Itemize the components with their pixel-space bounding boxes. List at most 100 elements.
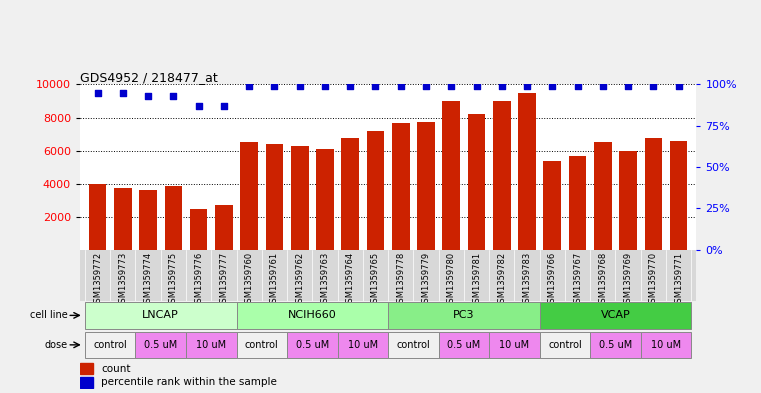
Text: 0.5 uM: 0.5 uM (144, 340, 177, 350)
Bar (540, 332, 591, 358)
Bar (540, 302, 691, 329)
Point (470, 83, 482, 89)
Text: GSM1359760: GSM1359760 (245, 252, 253, 308)
Text: GSM1359768: GSM1359768 (598, 252, 607, 309)
Text: GSM1359780: GSM1359780 (447, 252, 456, 308)
Text: GDS4952 / 218477_at: GDS4952 / 218477_at (80, 72, 218, 84)
Text: GSM1359762: GSM1359762 (295, 252, 304, 308)
Bar (80, 377, 94, 387)
Text: 10 uM: 10 uM (651, 340, 681, 350)
Text: control: control (245, 340, 279, 350)
Point (622, 83, 634, 89)
Bar (186, 332, 237, 358)
Point (294, 83, 306, 89)
Point (193, 103, 205, 109)
Point (445, 83, 457, 89)
Bar (670, 141, 687, 250)
Bar (189, 209, 208, 250)
Bar (388, 332, 438, 358)
Point (572, 83, 584, 89)
Point (167, 93, 180, 99)
Bar (367, 131, 384, 250)
Text: GSM1359767: GSM1359767 (573, 252, 582, 309)
Bar (489, 332, 540, 358)
Text: control: control (396, 340, 430, 350)
Point (142, 93, 154, 99)
Text: LNCAP: LNCAP (142, 310, 179, 320)
Bar (438, 332, 489, 358)
Point (319, 83, 331, 89)
Text: GSM1359773: GSM1359773 (119, 252, 127, 309)
Text: GSM1359774: GSM1359774 (144, 252, 153, 308)
Point (546, 83, 559, 89)
Bar (139, 190, 157, 250)
Text: GSM1359766: GSM1359766 (548, 252, 557, 309)
Text: percentile rank within the sample: percentile rank within the sample (101, 377, 277, 387)
Bar (338, 332, 388, 358)
Point (116, 90, 129, 96)
Bar (164, 186, 182, 250)
Bar (266, 144, 283, 250)
Bar (89, 184, 107, 250)
Bar (80, 364, 94, 374)
Point (495, 83, 508, 89)
Text: GSM1359772: GSM1359772 (93, 252, 102, 308)
Point (344, 83, 356, 89)
Text: GSM1359781: GSM1359781 (472, 252, 481, 308)
Bar (493, 101, 511, 250)
Text: GSM1359782: GSM1359782 (497, 252, 506, 308)
Point (420, 83, 432, 89)
Bar (392, 123, 409, 250)
Bar (594, 142, 612, 250)
Text: NCIH660: NCIH660 (288, 310, 336, 320)
Bar (240, 142, 258, 250)
Bar (543, 161, 561, 250)
Text: VCAP: VCAP (600, 310, 630, 320)
Text: GSM1359763: GSM1359763 (320, 252, 330, 309)
Point (269, 83, 281, 89)
Bar (135, 332, 186, 358)
Bar (114, 187, 132, 250)
Bar (85, 332, 135, 358)
Text: GSM1359775: GSM1359775 (169, 252, 178, 308)
Bar (215, 205, 233, 250)
Bar (291, 145, 308, 250)
Text: GSM1359777: GSM1359777 (219, 252, 228, 309)
Text: GSM1359769: GSM1359769 (623, 252, 632, 308)
Bar (237, 332, 287, 358)
Text: control: control (94, 340, 127, 350)
Bar (342, 138, 359, 250)
Text: 10 uM: 10 uM (196, 340, 226, 350)
Text: 0.5 uM: 0.5 uM (447, 340, 480, 350)
Point (243, 83, 255, 89)
Text: GSM1359778: GSM1359778 (396, 252, 406, 309)
Point (648, 83, 660, 89)
Text: GSM1359765: GSM1359765 (371, 252, 380, 308)
Text: GSM1359776: GSM1359776 (194, 252, 203, 309)
Text: GSM1359770: GSM1359770 (649, 252, 658, 308)
Bar (417, 122, 435, 250)
Point (369, 83, 381, 89)
Text: control: control (548, 340, 582, 350)
Text: PC3: PC3 (453, 310, 475, 320)
Bar (287, 332, 338, 358)
Point (218, 103, 230, 109)
Point (91, 90, 103, 96)
Text: 0.5 uM: 0.5 uM (296, 340, 329, 350)
Text: GSM1359783: GSM1359783 (523, 252, 531, 309)
Bar (591, 332, 641, 358)
Bar (442, 101, 460, 250)
Bar (619, 151, 637, 250)
Bar (568, 156, 587, 250)
Bar (85, 302, 237, 329)
Point (395, 83, 407, 89)
Text: cell line: cell line (30, 310, 67, 320)
Bar (316, 149, 334, 250)
Bar (641, 332, 691, 358)
Point (597, 83, 609, 89)
Text: GSM1359779: GSM1359779 (422, 252, 431, 308)
Bar (237, 302, 388, 329)
Point (673, 83, 685, 89)
Text: 10 uM: 10 uM (348, 340, 378, 350)
Text: GSM1359764: GSM1359764 (345, 252, 355, 308)
